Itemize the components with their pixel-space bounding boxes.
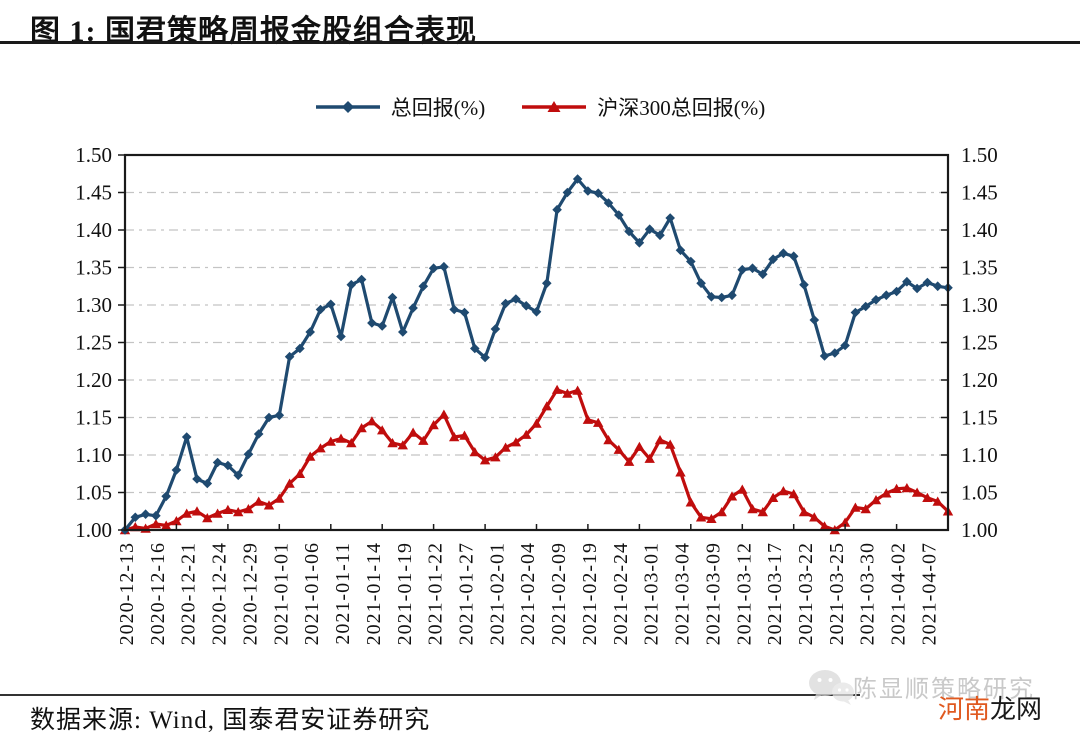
x-axis-label: 2021-03-01	[641, 542, 663, 645]
y-axis-labels: 1.00 1.00 1.05 1.05 1.10 1.10 1.15 1.15 1.20 1.20…	[75, 143, 998, 542]
x-axis-label: 2020-12-24	[209, 542, 231, 645]
footer-divider	[0, 694, 860, 696]
x-axis-label: 2021-01-14	[363, 542, 385, 645]
x-axis-label: 2021-03-22	[795, 542, 817, 645]
y-axis-label-left: 1.20	[75, 368, 112, 392]
x-axis-label: 2021-02-19	[579, 542, 601, 645]
x-axis-label: 2021-04-07	[918, 542, 940, 645]
y-axis-label-left: 1.45	[75, 181, 112, 205]
watermark-site-part1: 河南	[938, 694, 991, 724]
watermark-site-name: 河南龙网	[938, 689, 1042, 726]
y-axis-label-right: 1.10	[961, 443, 998, 467]
y-axis-label-left: 1.00	[75, 518, 112, 542]
y-axis-label-left: 1.40	[75, 218, 112, 242]
y-axis-label-right: 1.50	[961, 143, 998, 167]
x-axis-label: 2021-03-12	[733, 542, 755, 645]
y-axis-label-right: 1.45	[961, 181, 998, 205]
series-total-return	[120, 174, 953, 535]
x-axis-label: 2021-03-09	[702, 542, 724, 645]
x-axis-label: 2021-03-17	[764, 542, 786, 645]
x-axis-label: 2021-01-22	[425, 542, 447, 645]
x-axis-label: 2021-02-04	[517, 542, 539, 645]
x-axis-label: 2021-03-30	[857, 542, 879, 645]
legend-label-csi300: 沪深300总回报(%)	[597, 96, 766, 120]
y-axis-label-right: 1.40	[961, 218, 998, 242]
x-axis-label: 2021-01-11	[332, 542, 354, 645]
title-divider	[0, 41, 1080, 44]
x-axis-label: 2021-01-01	[270, 542, 292, 645]
legend-line-diamond-swatch	[315, 101, 380, 113]
y-axis-label-left: 1.10	[75, 443, 112, 467]
x-axis-label: 2020-12-21	[178, 542, 200, 645]
y-axis-label-right: 1.15	[961, 406, 998, 430]
y-axis-label-left: 1.35	[75, 256, 112, 280]
y-axis-label-right: 1.20	[961, 368, 998, 392]
legend-item-csi300: 沪深300总回报(%)	[521, 92, 765, 122]
y-axis-label-right: 1.05	[961, 481, 998, 505]
x-axis-label: 2021-03-25	[826, 542, 848, 645]
y-axis-label-left: 1.25	[75, 331, 112, 355]
y-axis-label-left: 1.30	[75, 293, 112, 317]
series-csi300	[119, 384, 954, 535]
x-axis-label: 2020-12-13	[116, 542, 138, 645]
y-axis-label-left: 1.05	[75, 481, 112, 505]
x-axis-label: 2020-12-29	[239, 542, 261, 645]
y-axis-label-right: 1.35	[961, 256, 998, 280]
axis-ticks	[118, 154, 949, 531]
x-axis-label: 2021-01-06	[301, 542, 323, 645]
x-axis-label: 2021-04-02	[888, 542, 910, 645]
y-axis-label-right: 1.00	[961, 518, 998, 542]
x-axis-label: 2021-03-04	[672, 542, 694, 645]
watermark-account-name: 陈显顺策略研究	[853, 676, 1035, 703]
chart-legend: 总回报(%) 沪深300总回报(%)	[0, 92, 1080, 122]
watermark-site-part2: 龙网	[990, 694, 1043, 724]
x-axis-labels: 2020-12-13 2020-12-16 2020-12-21 2020-12-24…	[116, 542, 940, 645]
legend-label-total-return: 总回报(%)	[390, 96, 486, 120]
x-axis-label: 2021-02-09	[548, 542, 570, 645]
y-axis-label-right: 1.25	[961, 331, 998, 355]
legend-item-total-return: 总回报(%)	[315, 92, 485, 122]
x-axis-label: 2021-01-19	[394, 542, 416, 645]
y-axis-label-right: 1.30	[961, 293, 998, 317]
legend-line-triangle-swatch	[522, 101, 587, 112]
y-axis-label-left: 1.50	[75, 143, 112, 167]
data-source-note: 数据来源: Wind, 国泰君安证券研究	[30, 707, 431, 734]
wechat-icon	[806, 668, 856, 711]
y-axis-label-left: 1.15	[75, 406, 112, 430]
gridlines	[125, 191, 948, 494]
x-axis-label: 2021-02-24	[610, 542, 632, 645]
x-axis-label: 2020-12-16	[147, 542, 169, 645]
x-axis-label: 2021-01-27	[456, 542, 478, 645]
x-axis-label: 2021-02-01	[486, 542, 508, 645]
